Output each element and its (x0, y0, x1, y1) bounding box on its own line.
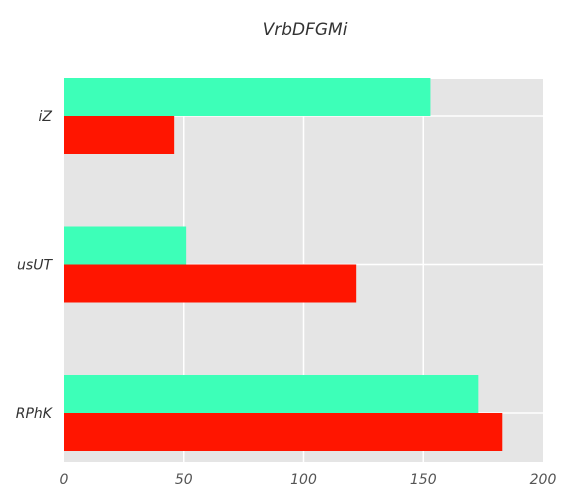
bar-series-1-iZ (64, 78, 431, 116)
bar-series-2-usUT (64, 264, 357, 303)
x-tick-label: 0 (60, 472, 69, 488)
y-tick-label: usUT (17, 258, 53, 274)
x-tick-label: 50 (175, 472, 193, 488)
x-tick-label: 100 (290, 472, 317, 488)
y-tick-label: iZ (39, 109, 53, 125)
x-tick-label: 150 (410, 472, 437, 488)
x-axis-ticks: 0 50 100 150 200 (60, 472, 557, 488)
bar-series-1-RPhK (64, 375, 479, 413)
bars (64, 78, 503, 451)
chart-title: VrbDFGMi (263, 20, 348, 40)
bar-series-2-RPhK (64, 413, 503, 451)
y-tick-label: RPhK (16, 406, 54, 422)
bar-series-1-usUT (64, 226, 187, 265)
x-tick-label: 200 (530, 472, 557, 488)
bar-series-2-iZ (64, 116, 175, 154)
y-axis-ticks: iZ usUT RPhK (16, 109, 54, 422)
